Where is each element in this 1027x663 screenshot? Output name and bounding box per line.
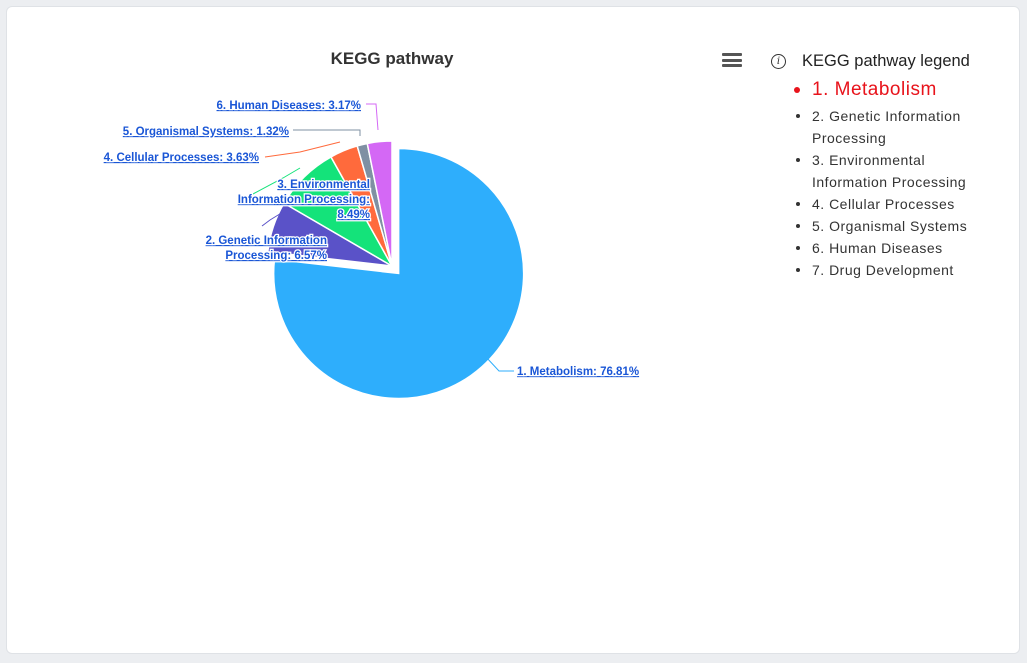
slice-data-label[interactable]: 3. Environmental <box>276 178 371 193</box>
hamburger-icon-bar <box>722 64 742 67</box>
info-icon[interactable]: i <box>771 54 786 69</box>
legend-item[interactable]: 5. Organismal Systems <box>768 215 987 237</box>
legend-panel: i KEGG pathway legend 1. Metabolism 2. G… <box>768 52 1008 281</box>
slice-data-label[interactable]: 6. Human Diseases: 3.17% <box>215 99 362 114</box>
hamburger-icon-bar <box>722 53 742 56</box>
label-connector <box>261 211 284 227</box>
legend-item[interactable]: 7. Drug Development <box>768 259 987 281</box>
label-connector <box>293 129 361 136</box>
chart-menu-button[interactable] <box>722 53 742 69</box>
pie-slice[interactable] <box>366 140 393 267</box>
legend-item[interactable]: 6. Human Diseases <box>768 237 987 259</box>
slice-data-label[interactable]: 4. Cellular Processes: 3.63% <box>102 151 260 166</box>
pie-slice[interactable] <box>272 147 525 400</box>
label-connector <box>250 167 301 196</box>
legend-item[interactable]: 2. Genetic Information Processing <box>768 105 987 149</box>
label-connector <box>485 356 514 372</box>
label-connector <box>366 103 379 131</box>
slice-data-label[interactable]: Processing: 6.57% <box>224 249 328 264</box>
legend-item[interactable]: 1. Metabolism <box>768 77 987 103</box>
legend-title: KEGG pathway legend <box>802 52 970 70</box>
legend-header: i KEGG pathway legend <box>768 52 1008 71</box>
chart-card <box>6 6 1020 654</box>
slice-data-label[interactable]: 1. Metabolism: 76.81% <box>516 365 641 380</box>
legend-item[interactable]: 4. Cellular Processes <box>768 193 987 215</box>
slice-data-label[interactable]: Information Processing: <box>236 193 371 208</box>
legend-item[interactable]: 3. Environmental Information Processing <box>768 149 987 193</box>
hamburger-icon-bar <box>722 58 742 62</box>
slice-data-label[interactable]: 5. Organismal Systems: 1.32% <box>122 125 291 140</box>
slice-data-label[interactable]: 2. Genetic Information <box>204 234 328 249</box>
slice-data-label[interactable]: 8.49% <box>336 208 371 223</box>
legend-list: 1. Metabolism 2. Genetic Information Pro… <box>768 77 1008 281</box>
chart-title: KEGG pathway <box>330 49 454 68</box>
label-connector <box>264 141 341 158</box>
